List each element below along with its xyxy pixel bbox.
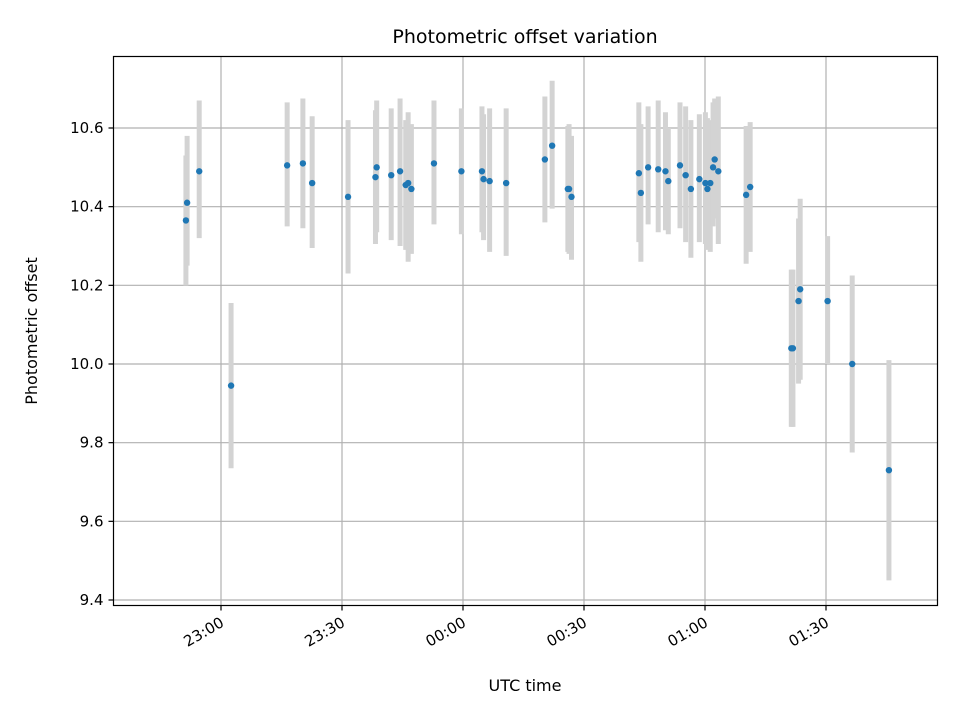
data-point: [479, 168, 485, 174]
data-point: [480, 176, 486, 182]
y-tick-label: 9.8: [80, 434, 104, 452]
data-point: [388, 172, 394, 178]
y-tick-label: 10.6: [70, 119, 103, 137]
data-point: [638, 190, 644, 196]
data-point: [345, 194, 351, 200]
data-point: [665, 178, 671, 184]
data-point: [790, 345, 796, 351]
y-tick-label: 9.4: [80, 591, 104, 609]
data-point: [682, 172, 688, 178]
data-point: [688, 186, 694, 192]
data-point: [797, 286, 803, 292]
data-point: [662, 168, 668, 174]
data-point: [568, 194, 574, 200]
data-point: [566, 186, 572, 192]
data-point: [704, 186, 710, 192]
y-axis-label: Photometric offset: [22, 257, 41, 405]
y-tick-label: 9.6: [80, 512, 104, 530]
data-point: [849, 361, 855, 367]
data-point: [309, 180, 315, 186]
y-tick-label: 10.4: [70, 198, 103, 216]
data-point: [373, 164, 379, 170]
data-point: [677, 162, 683, 168]
chart-title: Photometric offset variation: [392, 26, 657, 48]
data-point: [183, 217, 189, 223]
data-point: [715, 168, 721, 174]
data-point: [408, 186, 414, 192]
data-point: [284, 162, 290, 168]
y-tick-label: 10.2: [70, 276, 103, 294]
data-point: [824, 298, 830, 304]
data-point: [431, 160, 437, 166]
data-point: [711, 156, 717, 162]
data-point: [795, 298, 801, 304]
data-point: [710, 164, 716, 170]
data-point: [743, 192, 749, 198]
data-point: [542, 156, 548, 162]
data-point: [405, 180, 411, 186]
data-point: [655, 166, 661, 172]
data-point: [372, 174, 378, 180]
data-point: [747, 184, 753, 190]
x-axis-label: UTC time: [489, 676, 562, 695]
data-point: [458, 168, 464, 174]
data-point: [196, 168, 202, 174]
data-point: [645, 164, 651, 170]
data-point: [300, 160, 306, 166]
data-point: [503, 180, 509, 186]
data-point: [636, 170, 642, 176]
chart: 23:00 23:30 00:00 00:30 01:00 01:30 9.49.69.8…: [0, 0, 960, 720]
data-point: [397, 168, 403, 174]
data-point: [486, 178, 492, 184]
y-tick-label: 10.0: [70, 355, 103, 373]
data-point: [886, 467, 892, 473]
data-point: [228, 382, 234, 388]
data-point: [696, 176, 702, 182]
data-point: [707, 180, 713, 186]
data-point: [184, 200, 190, 206]
data-point: [549, 143, 555, 149]
